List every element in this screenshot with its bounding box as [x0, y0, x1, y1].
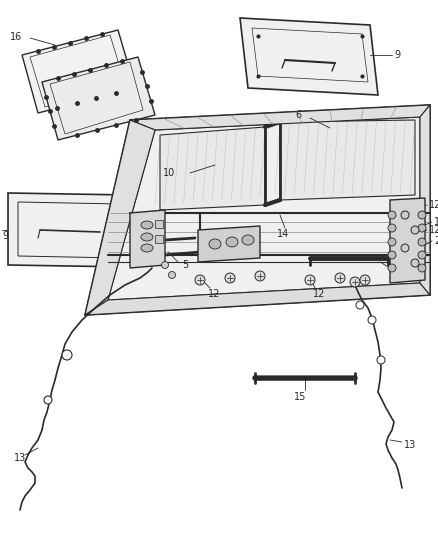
Polygon shape [85, 120, 155, 315]
Polygon shape [240, 18, 378, 95]
Circle shape [169, 271, 176, 279]
Circle shape [388, 238, 396, 246]
Circle shape [388, 251, 396, 259]
Polygon shape [108, 117, 420, 300]
Text: 15: 15 [294, 392, 306, 402]
Text: 13: 13 [14, 453, 26, 463]
Polygon shape [420, 105, 430, 295]
Ellipse shape [141, 233, 153, 241]
Polygon shape [160, 127, 265, 210]
Circle shape [388, 211, 396, 219]
Circle shape [418, 251, 426, 259]
Text: 12: 12 [313, 289, 325, 299]
Circle shape [418, 211, 426, 219]
Circle shape [377, 356, 385, 364]
Text: 12: 12 [208, 289, 220, 299]
Circle shape [162, 262, 169, 269]
Circle shape [195, 275, 205, 285]
Text: 5: 5 [182, 260, 188, 270]
Bar [155, 235, 163, 243]
Text: 2: 2 [434, 236, 438, 246]
Bar [155, 220, 163, 228]
Circle shape [418, 238, 426, 246]
Circle shape [360, 275, 370, 285]
Circle shape [255, 271, 265, 281]
Circle shape [388, 264, 396, 272]
Circle shape [418, 224, 426, 232]
Polygon shape [85, 283, 430, 315]
Polygon shape [130, 105, 430, 130]
Text: 16: 16 [10, 32, 22, 42]
Circle shape [418, 264, 426, 272]
Polygon shape [22, 30, 135, 113]
Polygon shape [390, 198, 425, 283]
Circle shape [411, 226, 419, 234]
Polygon shape [42, 57, 155, 140]
Ellipse shape [226, 237, 238, 247]
Text: 10: 10 [163, 168, 175, 178]
Circle shape [368, 316, 376, 324]
Circle shape [225, 273, 235, 283]
Ellipse shape [242, 235, 254, 245]
Text: 13: 13 [404, 440, 416, 450]
Polygon shape [130, 210, 165, 268]
Text: 9: 9 [394, 50, 400, 60]
Circle shape [401, 211, 409, 219]
Text: 7: 7 [392, 265, 398, 275]
Circle shape [44, 396, 52, 404]
Text: 12: 12 [429, 200, 438, 210]
Circle shape [335, 273, 345, 283]
Polygon shape [198, 226, 260, 262]
Text: 14: 14 [277, 229, 289, 239]
Circle shape [401, 244, 409, 252]
Ellipse shape [141, 221, 153, 229]
Text: 1: 1 [434, 217, 438, 227]
Text: 9: 9 [397, 255, 403, 265]
Circle shape [388, 224, 396, 232]
Circle shape [62, 350, 72, 360]
Ellipse shape [141, 244, 153, 252]
Polygon shape [8, 193, 130, 267]
Ellipse shape [209, 239, 221, 249]
Circle shape [356, 301, 364, 309]
Circle shape [411, 259, 419, 267]
Polygon shape [85, 105, 430, 315]
Text: 12: 12 [429, 225, 438, 235]
Circle shape [305, 275, 315, 285]
Polygon shape [280, 120, 415, 200]
Circle shape [350, 277, 360, 287]
Text: 9: 9 [2, 231, 8, 241]
Text: 6: 6 [296, 110, 302, 120]
